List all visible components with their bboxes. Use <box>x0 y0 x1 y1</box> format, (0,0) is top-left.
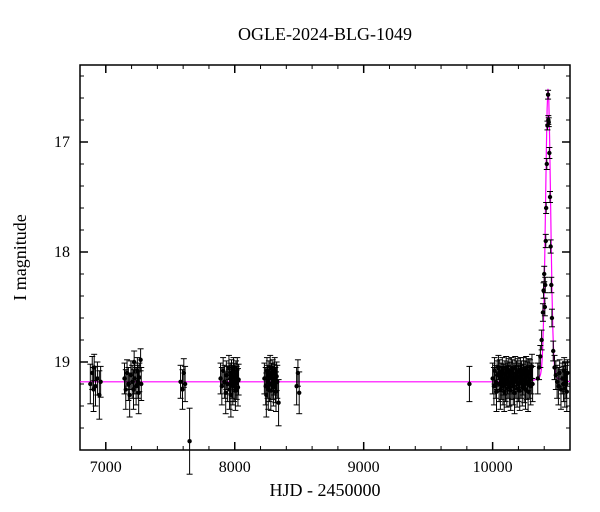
data-point <box>220 384 224 388</box>
data-point <box>530 382 534 386</box>
data-point <box>187 439 191 443</box>
data-point <box>274 374 278 378</box>
data-point <box>98 380 102 384</box>
data-point <box>545 162 549 166</box>
x-tick-label: 10000 <box>473 459 513 476</box>
data-point <box>544 206 548 210</box>
y-tick-label: 19 <box>54 354 70 371</box>
data-point <box>547 151 551 155</box>
data-point <box>139 382 143 386</box>
data-point <box>542 272 546 276</box>
chart-title: OGLE-2024-BLG-1049 <box>238 24 412 44</box>
y-tick-label: 17 <box>54 134 70 151</box>
data-point <box>127 393 131 397</box>
x-tick-label: 7000 <box>90 459 122 476</box>
data-point <box>546 93 550 97</box>
data-point <box>565 371 569 375</box>
data-point <box>276 401 280 405</box>
data-point <box>548 195 552 199</box>
data-point <box>550 316 554 320</box>
lightcurve-chart: 7000 8000 9000 10000 17 18 19 OGLE-2024-BLG-10… <box>0 0 600 512</box>
data-point <box>539 338 543 342</box>
data-point <box>180 387 184 391</box>
data-point <box>548 244 552 248</box>
x-tick-label: 9000 <box>348 459 380 476</box>
data-point <box>565 390 569 394</box>
y-tick-label: 18 <box>54 244 70 261</box>
data-point <box>467 382 471 386</box>
model-curve <box>80 89 570 382</box>
data-point <box>236 385 240 389</box>
data-point <box>183 382 187 386</box>
data-point <box>124 387 128 391</box>
data-point <box>543 305 547 309</box>
data-point <box>236 377 240 381</box>
data-point <box>551 349 555 353</box>
data-point <box>297 391 301 395</box>
data-point <box>138 358 142 362</box>
x-axis-label: HJD - 2450000 <box>270 480 381 500</box>
data-point <box>538 354 542 358</box>
data-point <box>544 239 548 243</box>
data-point <box>547 120 551 124</box>
y-axis-label: I magnitude <box>10 214 30 300</box>
data-point <box>543 283 547 287</box>
x-tick-label: 8000 <box>219 459 251 476</box>
data-point <box>549 283 553 287</box>
